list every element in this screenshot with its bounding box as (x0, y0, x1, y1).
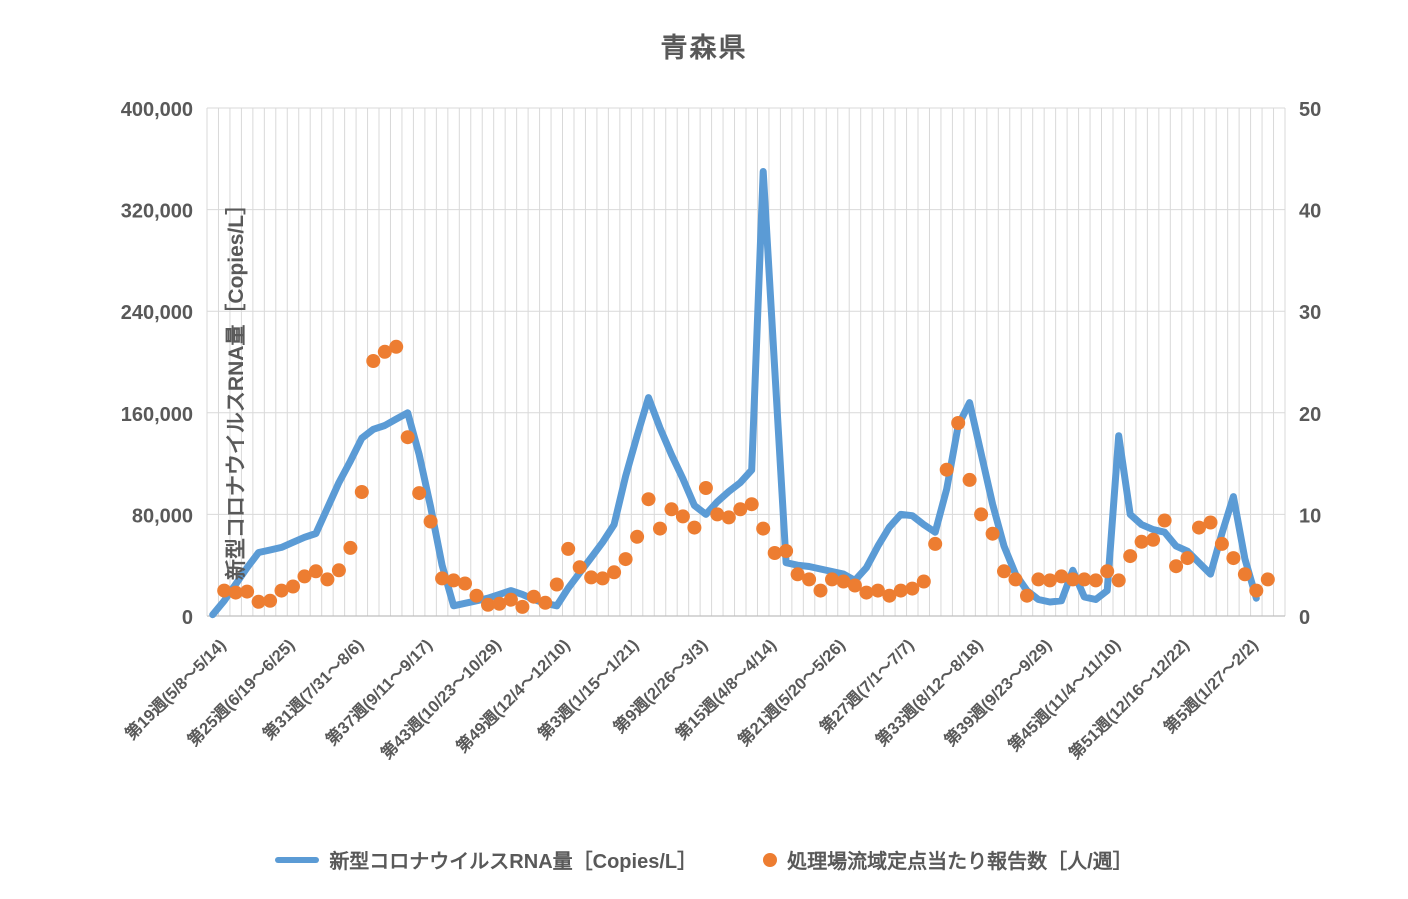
svg-text:10: 10 (1299, 505, 1321, 527)
legend-item-reports: 処理場流域定点当たり報告数［人/週］ (763, 845, 1133, 874)
plot-area: 0 0 80,000 10 160,000 20 240,000 30 320,000 40 400… (121, 99, 1322, 763)
left-axis-title-text: 新型コロナウイルスRNA量［Copies/L］ (225, 193, 249, 581)
svg-text:0: 0 (1299, 607, 1310, 629)
svg-text:第45週(11/4～11/10): 第45週(11/4～11/10) (1004, 635, 1125, 756)
svg-text:第51週(12/16～12/22): 第51週(12/16～12/22) (1065, 635, 1193, 763)
line-series-swatch (275, 856, 320, 863)
svg-text:80,000: 80,000 (132, 505, 193, 527)
svg-text:第43週(10/23～10/29): 第43週(10/23～10/29) (377, 635, 505, 763)
svg-text:320,000: 320,000 (121, 201, 193, 223)
svg-text:240,000: 240,000 (121, 302, 193, 324)
dot-series-swatch (763, 852, 778, 867)
svg-text:40: 40 (1299, 201, 1321, 223)
legend-item-rna: 新型コロナウイルスRNA量［Copies/L］ (275, 845, 697, 874)
legend-item-rna-label: 新型コロナウイルスRNA量［Copies/L］ (329, 851, 698, 873)
svg-text:0: 0 (182, 607, 193, 629)
svg-text:20: 20 (1299, 404, 1321, 426)
svg-text:400,000: 400,000 (121, 99, 193, 121)
legend-item-reports-label: 処理場流域定点当たり報告数［人/週］ (787, 851, 1133, 873)
left-axis-title: 新型コロナウイルスRNA量［Copies/L］ (220, 194, 250, 580)
svg-text:50: 50 (1299, 99, 1321, 121)
legend: 新型コロナウイルスRNA量［Copies/L］ 処理場流域定点当たり報告数［人/… (0, 845, 1408, 874)
chart-title: 青森県 (660, 33, 748, 63)
svg-text:30: 30 (1299, 302, 1321, 324)
svg-text:160,000: 160,000 (121, 404, 193, 426)
svg-text:第49週(12/4～12/10): 第49週(12/4～12/10) (452, 635, 574, 757)
